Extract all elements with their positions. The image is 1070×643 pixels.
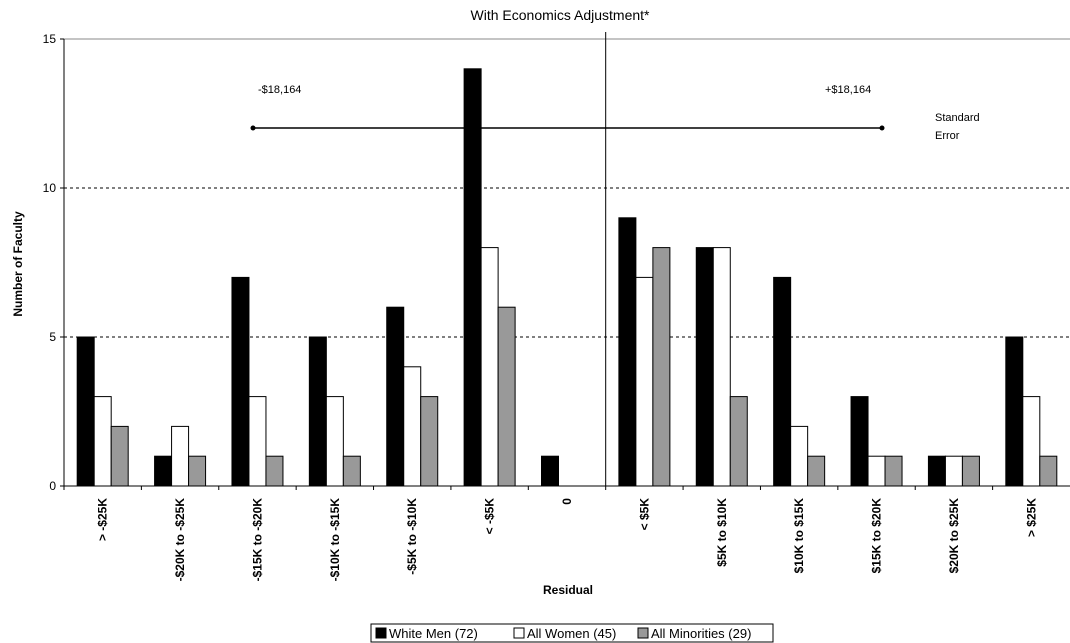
- bar-all-minorities: [884, 455, 903, 487]
- bar-all-women: [944, 455, 963, 487]
- bar-white-men: [231, 276, 250, 487]
- bar-white-men: [154, 455, 173, 487]
- legend-label-all-women: All Women (45): [527, 626, 616, 641]
- standard-error-annotation: -$18,164 +$18,164 Standard Error: [250, 84, 980, 142]
- bar-all-minorities: [420, 396, 439, 487]
- bar-white-men: [463, 68, 482, 487]
- x-category-label: 0: [560, 498, 574, 505]
- legend-label-white-men: White Men (72): [389, 626, 478, 641]
- bar-all-minorities: [110, 425, 129, 487]
- x-category-label: -$20K to -$25K: [173, 498, 187, 582]
- legend: White Men (72) All Women (45) All Minori…: [370, 623, 774, 643]
- y-tick-label: 10: [43, 181, 57, 195]
- bar-all-minorities: [961, 455, 980, 487]
- legend-label-all-minorities: All Minorities (29): [651, 626, 751, 641]
- bar-white-men: [308, 336, 327, 487]
- x-category-label: $15K to $20K: [870, 498, 884, 574]
- legend-swatch-white-men: [375, 627, 387, 639]
- bar-white-men: [618, 217, 637, 487]
- chart-title: With Economics Adjustment*: [471, 7, 651, 23]
- bars: [76, 68, 1058, 487]
- bar-all-women: [403, 366, 422, 487]
- bar-all-women: [1022, 396, 1041, 487]
- x-category-label: $20K to $25K: [947, 498, 961, 574]
- bar-white-men: [927, 455, 946, 487]
- x-category-label: $10K to $15K: [792, 498, 806, 574]
- bar-all-minorities: [497, 306, 516, 487]
- y-ticks: 0 5 10 15: [43, 32, 64, 493]
- bar-all-women: [325, 396, 344, 487]
- x-category-label: > $25K: [1024, 498, 1038, 537]
- axes: [63, 32, 1070, 487]
- bar-white-men: [76, 336, 95, 487]
- bar-white-men: [773, 276, 792, 487]
- bar-white-men: [695, 247, 714, 487]
- legend-swatch-all-minorities: [637, 627, 649, 639]
- bar-all-minorities: [188, 455, 207, 487]
- bar-white-men: [541, 455, 559, 487]
- bar-all-women: [867, 455, 886, 487]
- bar-all-women: [248, 396, 267, 487]
- x-category-label: < -$5K: [483, 498, 497, 535]
- bar-all-women: [712, 247, 731, 487]
- legend-box: [370, 623, 774, 643]
- grid-lines: [64, 38, 1070, 338]
- error-right-marker: [879, 125, 885, 131]
- bar-white-men: [850, 396, 869, 487]
- standard-error-label-2: Error: [935, 130, 960, 142]
- y-tick-label: 5: [49, 330, 56, 344]
- bar-all-minorities: [729, 396, 748, 487]
- x-category-label: $5K to $10K: [715, 498, 729, 567]
- bar-white-men: [1005, 336, 1024, 487]
- bar-all-minorities: [807, 455, 826, 487]
- bar-all-women: [635, 276, 654, 487]
- y-tick-label: 0: [49, 479, 56, 493]
- bar-all-minorities: [1039, 455, 1058, 487]
- error-left-marker: [250, 125, 256, 131]
- x-category-labels: > -$25K -$20K to -$25K -$15K to -$20K -$10K…: [63, 486, 1038, 582]
- x-category-label: < $5K: [637, 498, 651, 531]
- right-error-label: +$18,164: [825, 84, 871, 96]
- x-category-label: -$10K to -$15K: [328, 498, 342, 582]
- x-category-label: -$5K to -$10K: [405, 498, 419, 575]
- bar-all-minorities: [265, 455, 284, 487]
- x-category-label: -$15K to -$20K: [250, 498, 264, 582]
- legend-swatch-all-women: [513, 627, 525, 639]
- bar-all-women: [171, 425, 190, 487]
- standard-error-label-1: Standard: [935, 112, 980, 124]
- y-axis-label: Number of Faculty: [11, 211, 25, 317]
- bar-all-women: [790, 425, 809, 487]
- y-tick-label: 15: [43, 32, 57, 46]
- left-error-label: -$18,164: [258, 84, 301, 96]
- bar-all-minorities: [652, 247, 671, 487]
- bar-white-men: [386, 306, 405, 487]
- x-category-label: > -$25K: [96, 498, 110, 541]
- bar-all-minorities: [342, 455, 361, 487]
- bar-all-women: [93, 396, 112, 487]
- x-axis-label: Residual: [543, 583, 593, 597]
- bar-all-women: [480, 247, 499, 487]
